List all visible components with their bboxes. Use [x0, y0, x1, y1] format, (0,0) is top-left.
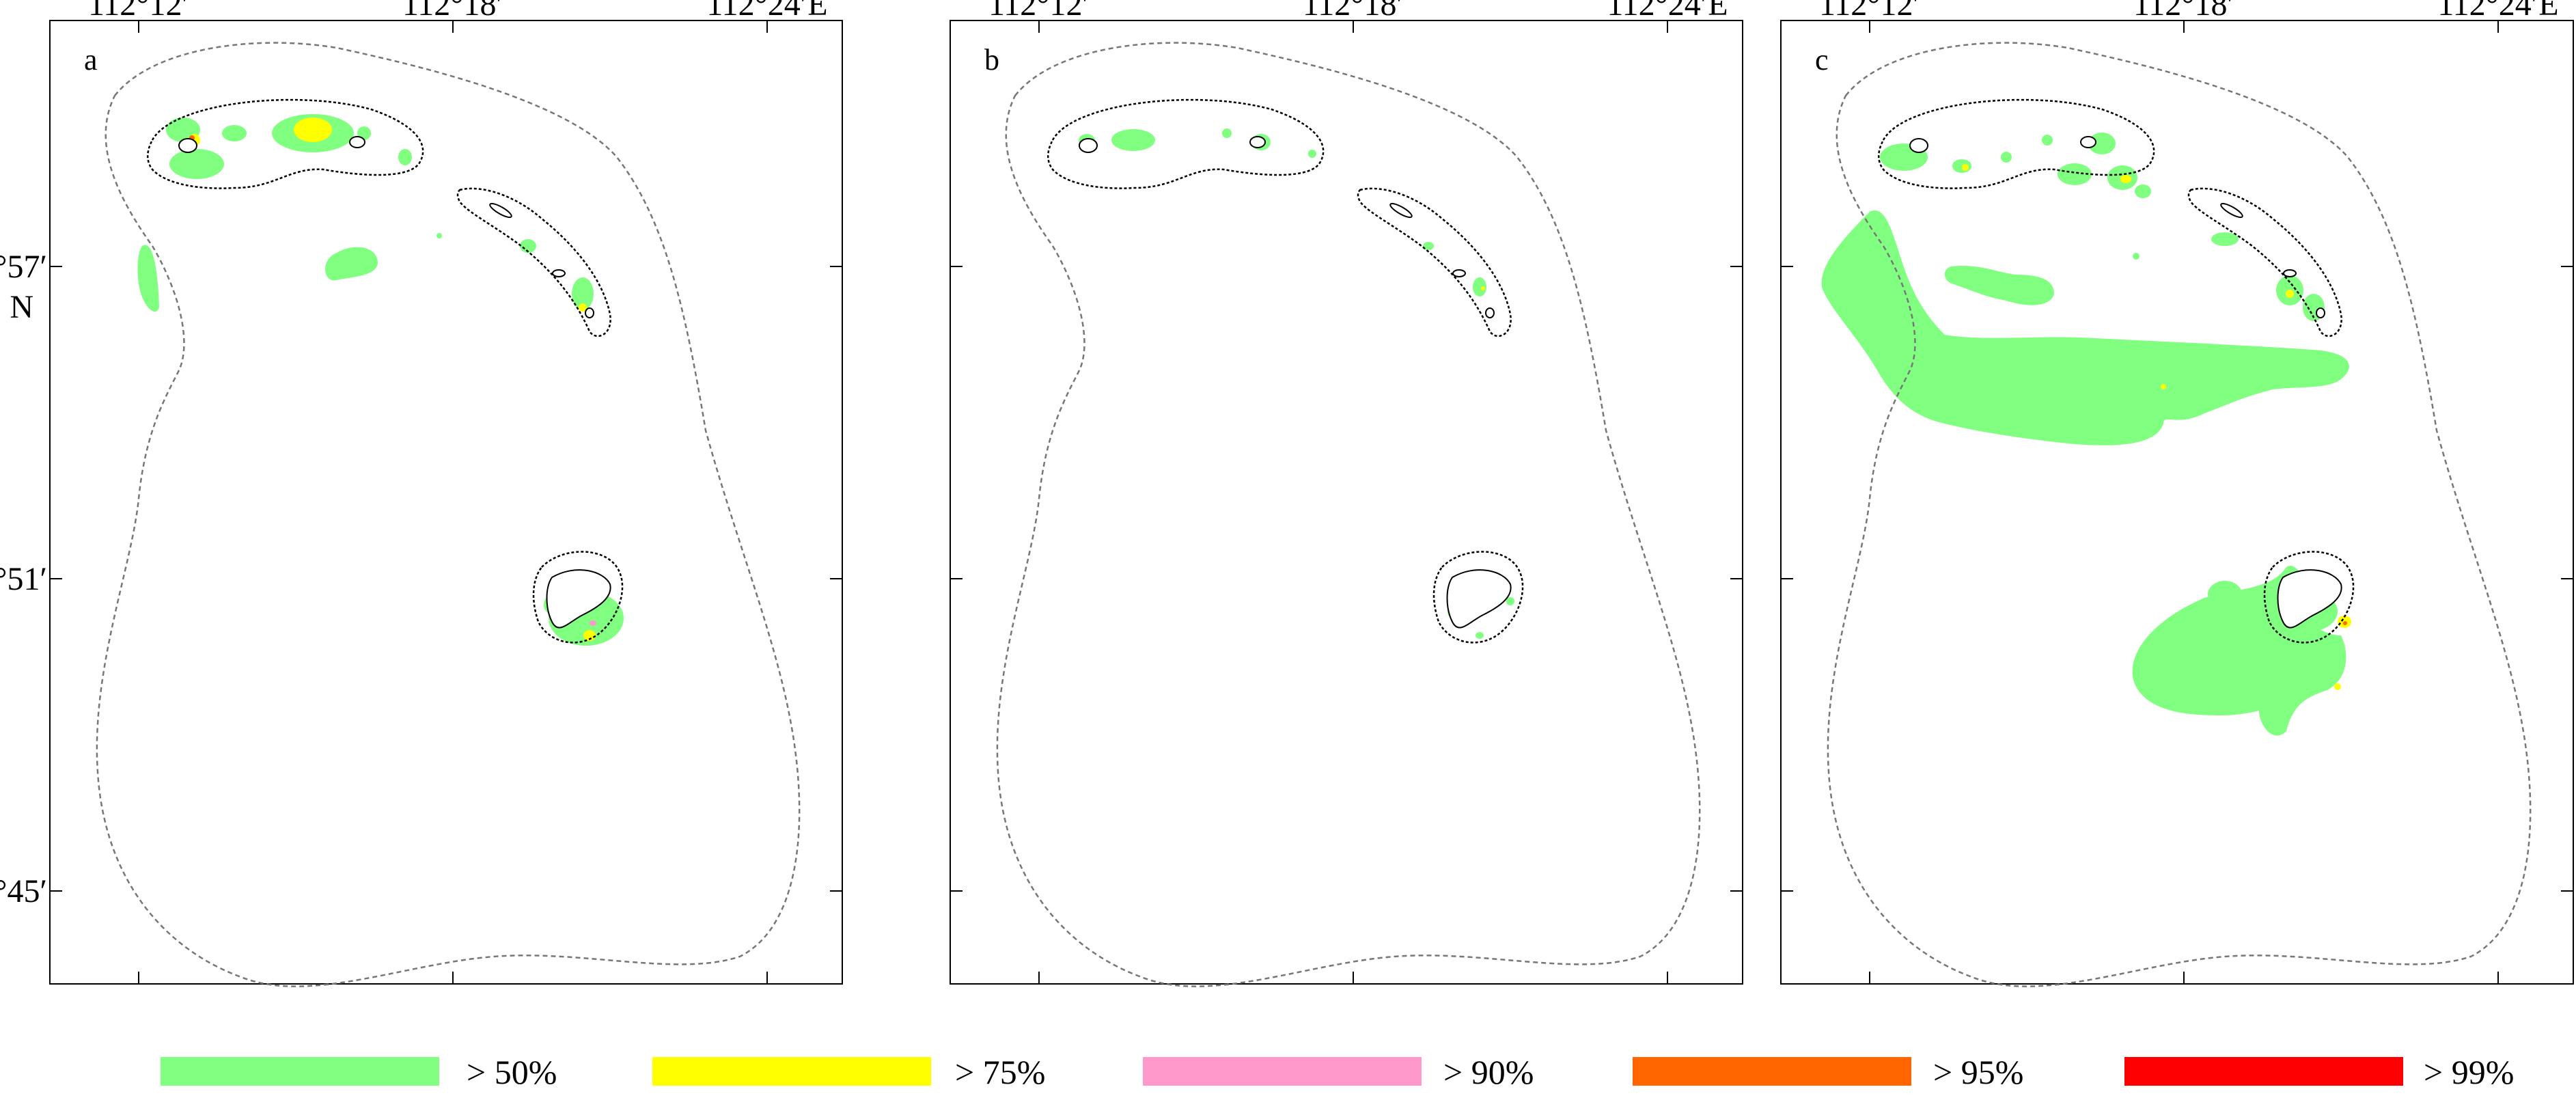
map-panel-c: c 112°12′ 112°18′ 112°24′E	[1780, 0, 2574, 987]
legend-swatch	[161, 1057, 439, 1086]
legend-item-gt90: > 90%	[1143, 1053, 1534, 1091]
zones-gt90	[590, 620, 596, 626]
lon-tick-2: 112°18′	[2133, 0, 2234, 23]
legend-item-gt75: > 75%	[652, 1053, 1045, 1091]
panel-b-frame	[950, 20, 1743, 985]
panel-a-label: a	[84, 43, 98, 77]
legend-swatch	[2124, 1057, 2403, 1086]
panel-c-frame	[1780, 20, 2574, 985]
zones-gt75	[1962, 164, 2351, 690]
lon-tick-1: 112°12′	[88, 0, 189, 23]
panel-c-label: c	[1815, 43, 1829, 77]
lat-tick-3: 16°45′	[0, 873, 47, 909]
legend-label: > 95%	[1933, 1053, 2023, 1091]
lon-tick-3: 112°24′E	[706, 0, 827, 23]
panel-a-frame	[49, 20, 843, 985]
legend: > 50% > 75% > 90% > 95% > 99%	[161, 1053, 2514, 1091]
lon-tick-3: 112°24′E	[2437, 0, 2558, 23]
lon-tick-2: 112°18′	[402, 0, 503, 23]
lon-tick-2: 112°18′	[1303, 0, 1404, 23]
lat-tick-2: 16°51′	[0, 561, 47, 597]
legend-item-gt50: > 50%	[161, 1053, 557, 1091]
legend-label: > 75%	[955, 1053, 1045, 1091]
panel-b-label: b	[984, 43, 999, 77]
legend-label: > 99%	[2424, 1053, 2514, 1091]
lon-tick-1: 112°12′	[988, 0, 1090, 23]
lat-tick-1: 16°57′	[0, 249, 47, 285]
legend-item-gt95: > 95%	[1633, 1053, 2023, 1091]
legend-swatch	[1143, 1057, 1422, 1086]
lon-tick-1: 112°12′	[1819, 0, 1920, 23]
legend-label: > 50%	[467, 1053, 557, 1091]
map-panel-b: b 112°12′ 112°18′ 112°24′E	[950, 0, 1743, 987]
lon-tick-3: 112°24′E	[1607, 0, 1728, 23]
legend-swatch	[1633, 1057, 1911, 1086]
legend-label: > 90%	[1443, 1053, 1534, 1091]
legend-item-gt99: > 99%	[2124, 1053, 2514, 1091]
legend-swatch	[652, 1057, 931, 1086]
map-panel-a: a 112°12′ 112°18′ 112°24′E 16°57′ N 16°5…	[0, 0, 843, 987]
zones-gt95	[2343, 621, 2347, 625]
lat-hemisphere: N	[10, 289, 33, 325]
